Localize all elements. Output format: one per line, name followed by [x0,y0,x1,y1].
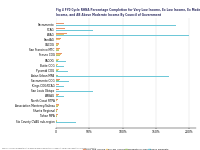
Bar [56,116,57,117]
Bar [56,86,64,87]
Bar [56,105,59,106]
Bar [56,38,61,39]
Bar [56,66,64,67]
Bar [56,69,59,70]
Bar [56,81,69,82]
Bar [56,76,169,77]
Bar [56,96,64,97]
Bar [56,114,58,115]
Bar [56,122,76,123]
Bar [56,34,64,35]
Bar [56,99,58,100]
Bar [56,29,63,30]
Bar [56,59,59,60]
Bar [56,28,65,29]
Bar [56,40,76,41]
Bar [56,39,60,40]
Bar [56,25,176,26]
Bar [56,43,59,44]
Bar [56,110,57,111]
Bar [56,60,58,61]
Bar [56,79,60,80]
Bar [56,65,57,66]
Bar [56,115,57,116]
Text: Sources: California Department of Housing and Community Development, Housing Ele: Sources: California Department of Housin… [2,148,96,149]
Bar [56,30,93,31]
Bar [56,33,67,34]
Bar [56,121,57,122]
Bar [56,120,57,121]
Bar [56,89,59,90]
Bar [56,75,58,76]
Bar [56,55,60,56]
Bar [56,54,61,55]
Bar [56,23,64,24]
Bar [56,94,59,95]
Bar [56,58,59,59]
Bar [56,80,59,81]
Bar [56,109,58,110]
Bar [56,35,189,36]
Bar [56,53,62,54]
Bar [56,71,68,72]
Bar [56,100,57,101]
Bar [56,44,59,45]
Bar [56,85,57,86]
Bar [56,84,59,85]
Bar [56,24,61,25]
Bar [56,104,59,105]
Bar [56,64,58,65]
Bar [56,48,60,49]
Bar [56,50,59,51]
Legend: Very Low Income, Ex Low Income, Moderate Income, Above Moderate: Very Low Income, Ex Low Income, Moderate… [83,148,169,150]
Bar [56,61,66,62]
Bar [56,70,58,71]
Bar [56,111,57,112]
Bar [56,49,59,50]
Bar [56,95,58,96]
Text: Fig 4 FY0 Cycle RHNA Percentage Completion for Very Low Income, Ex Low Income, E: Fig 4 FY0 Cycle RHNA Percentage Completi… [56,8,200,17]
Bar [56,91,93,92]
